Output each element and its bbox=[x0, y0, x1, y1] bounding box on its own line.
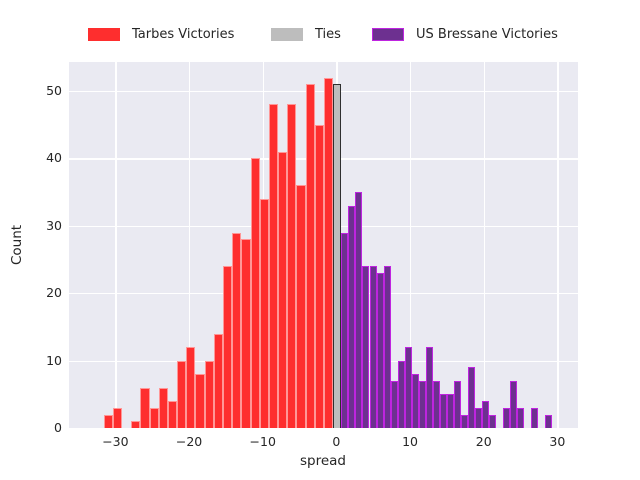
histogram-bar bbox=[250, 158, 260, 428]
plot-area bbox=[69, 62, 578, 430]
histogram-bar bbox=[186, 347, 196, 428]
histogram-bar bbox=[158, 387, 168, 428]
histogram-bar bbox=[268, 104, 279, 428]
histogram-bar bbox=[223, 266, 233, 428]
histogram-bar bbox=[467, 367, 475, 428]
y-tick-label: 50 bbox=[46, 82, 62, 98]
x-tick-label: 10 bbox=[402, 434, 418, 449]
histogram-bar bbox=[177, 360, 187, 428]
histogram-bar bbox=[474, 407, 482, 428]
histogram-bar bbox=[314, 124, 324, 428]
histogram-bar bbox=[278, 151, 288, 428]
gridline-x--30 bbox=[115, 62, 117, 428]
x-tick-label: −30 bbox=[102, 434, 129, 449]
histogram-bar bbox=[502, 407, 510, 428]
histogram-bar bbox=[305, 84, 315, 428]
histogram-bar bbox=[131, 421, 141, 428]
x-tick-label: 30 bbox=[549, 434, 566, 449]
histogram-bar bbox=[103, 414, 113, 428]
histogram-bar bbox=[323, 77, 334, 428]
histogram-bar bbox=[460, 414, 468, 428]
x-tick-label: 0 bbox=[332, 434, 341, 449]
gridline-x--20 bbox=[189, 62, 191, 428]
histogram-bar bbox=[404, 347, 412, 428]
histogram-bar bbox=[241, 239, 251, 428]
gridline-y-50 bbox=[69, 90, 578, 93]
us-bressane-victories-swatch bbox=[372, 28, 404, 41]
legend-label-tarbes: Tarbes Victories bbox=[132, 27, 235, 42]
histogram-bar bbox=[287, 104, 297, 428]
histogram-bar bbox=[204, 360, 214, 428]
gridline-x-10 bbox=[410, 62, 412, 428]
histogram-bar bbox=[481, 401, 489, 428]
histogram-bar bbox=[195, 374, 205, 428]
x-tick-label: −20 bbox=[175, 434, 203, 449]
gridline-x-20 bbox=[483, 62, 485, 428]
histogram-bar bbox=[453, 380, 461, 428]
histogram-bar bbox=[140, 387, 150, 428]
gridline-x-30 bbox=[557, 62, 559, 428]
x-axis-label: spread bbox=[299, 453, 347, 469]
histogram-bar bbox=[232, 232, 242, 428]
y-tick-label: 30 bbox=[46, 217, 62, 233]
histogram-bar bbox=[411, 374, 419, 428]
histogram-bar bbox=[167, 401, 178, 428]
histogram-bar bbox=[425, 347, 433, 428]
tarbes-victories-swatch bbox=[88, 28, 120, 41]
y-axis-label: Count bbox=[9, 224, 25, 266]
histogram-bar bbox=[418, 380, 426, 428]
histogram-bar bbox=[362, 266, 370, 428]
histogram-bar bbox=[296, 185, 306, 428]
histogram-bar bbox=[341, 232, 349, 428]
histogram-bar bbox=[213, 333, 223, 428]
x-tick-label: −10 bbox=[249, 434, 276, 449]
legend-label-us-bressane: US Bressane Victories bbox=[416, 27, 558, 42]
histogram-bar bbox=[112, 407, 123, 428]
y-tick-label: 20 bbox=[46, 285, 62, 301]
legend-label-ties: Ties bbox=[315, 27, 341, 42]
histogram-bar bbox=[383, 266, 391, 428]
histogram-bar bbox=[348, 205, 356, 428]
y-tick-label: 10 bbox=[46, 352, 62, 368]
histogram-bar bbox=[333, 84, 342, 428]
histogram-bar bbox=[397, 360, 405, 428]
histogram-bar bbox=[376, 272, 384, 428]
histogram-bar bbox=[432, 380, 440, 428]
histogram-bar bbox=[355, 192, 363, 428]
histogram-bar bbox=[510, 380, 518, 428]
histogram-bar bbox=[517, 407, 525, 428]
histogram-bar bbox=[545, 414, 553, 428]
y-tick-label: 0 bbox=[54, 420, 62, 435]
histogram-bar bbox=[259, 198, 269, 428]
x-tick-label: 20 bbox=[475, 434, 492, 449]
histogram-bar bbox=[488, 414, 496, 428]
histogram-bar bbox=[369, 266, 377, 428]
histogram-bar bbox=[149, 407, 159, 428]
ties-swatch bbox=[271, 28, 303, 41]
histogram-bar bbox=[446, 394, 454, 428]
histogram-bar bbox=[531, 407, 539, 428]
histogram-bar bbox=[390, 380, 398, 428]
gridline-y-0 bbox=[69, 428, 578, 430]
histogram-bar bbox=[439, 394, 447, 428]
y-tick-label: 40 bbox=[46, 150, 62, 166]
